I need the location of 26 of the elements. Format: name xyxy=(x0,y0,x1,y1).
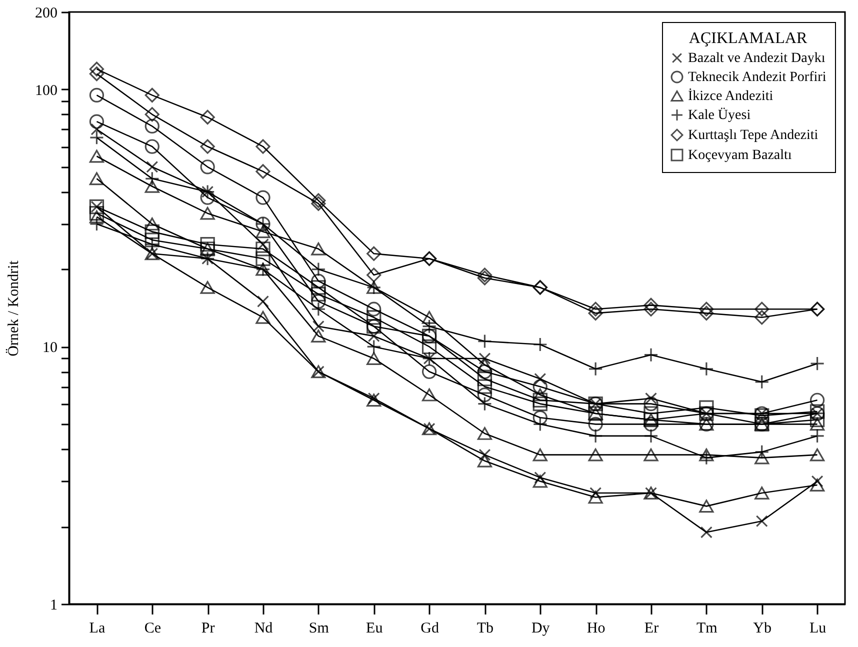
x-tick-label: Ho xyxy=(586,620,606,636)
x-tick-label: Pr xyxy=(201,620,215,636)
x-tick-label: Dy xyxy=(531,620,550,636)
x-tick-label: Eu xyxy=(366,620,384,636)
legend-label: Kurttaşlı Tepe Andeziti xyxy=(688,128,818,143)
y-tick-label: 200 xyxy=(35,6,58,22)
x-tick-label: Sm xyxy=(308,620,330,636)
x-tick-label: Ce xyxy=(144,620,162,636)
legend-title: AÇIKLAMALAR xyxy=(688,30,808,47)
x-tick-label: Lu xyxy=(809,620,827,636)
legend-label: Bazalt ve Andezit Daykı xyxy=(688,51,826,66)
x-tick-label: Gd xyxy=(420,620,440,636)
legend-label: Koçevyam Bazaltı xyxy=(688,148,792,163)
y-tick-label: 10 xyxy=(42,340,58,356)
y-tick-label: 1 xyxy=(50,598,58,614)
legend-label: Teknecik Andezit Porfiri xyxy=(688,70,826,85)
x-tick-label: Tm xyxy=(696,620,718,636)
x-tick-label: Er xyxy=(644,620,659,636)
x-tick-label: Tb xyxy=(476,620,494,636)
legend-label: Kale Üyesi xyxy=(688,107,751,123)
y-axis-title: Örnek / Kondrit xyxy=(5,260,22,356)
x-tick-label: Yb xyxy=(753,620,772,636)
x-tick-label: Nd xyxy=(254,620,274,636)
legend-label: İkizce Andeziti xyxy=(688,88,774,104)
y-tick-label: 100 xyxy=(35,82,58,99)
x-tick-label: La xyxy=(89,620,106,636)
